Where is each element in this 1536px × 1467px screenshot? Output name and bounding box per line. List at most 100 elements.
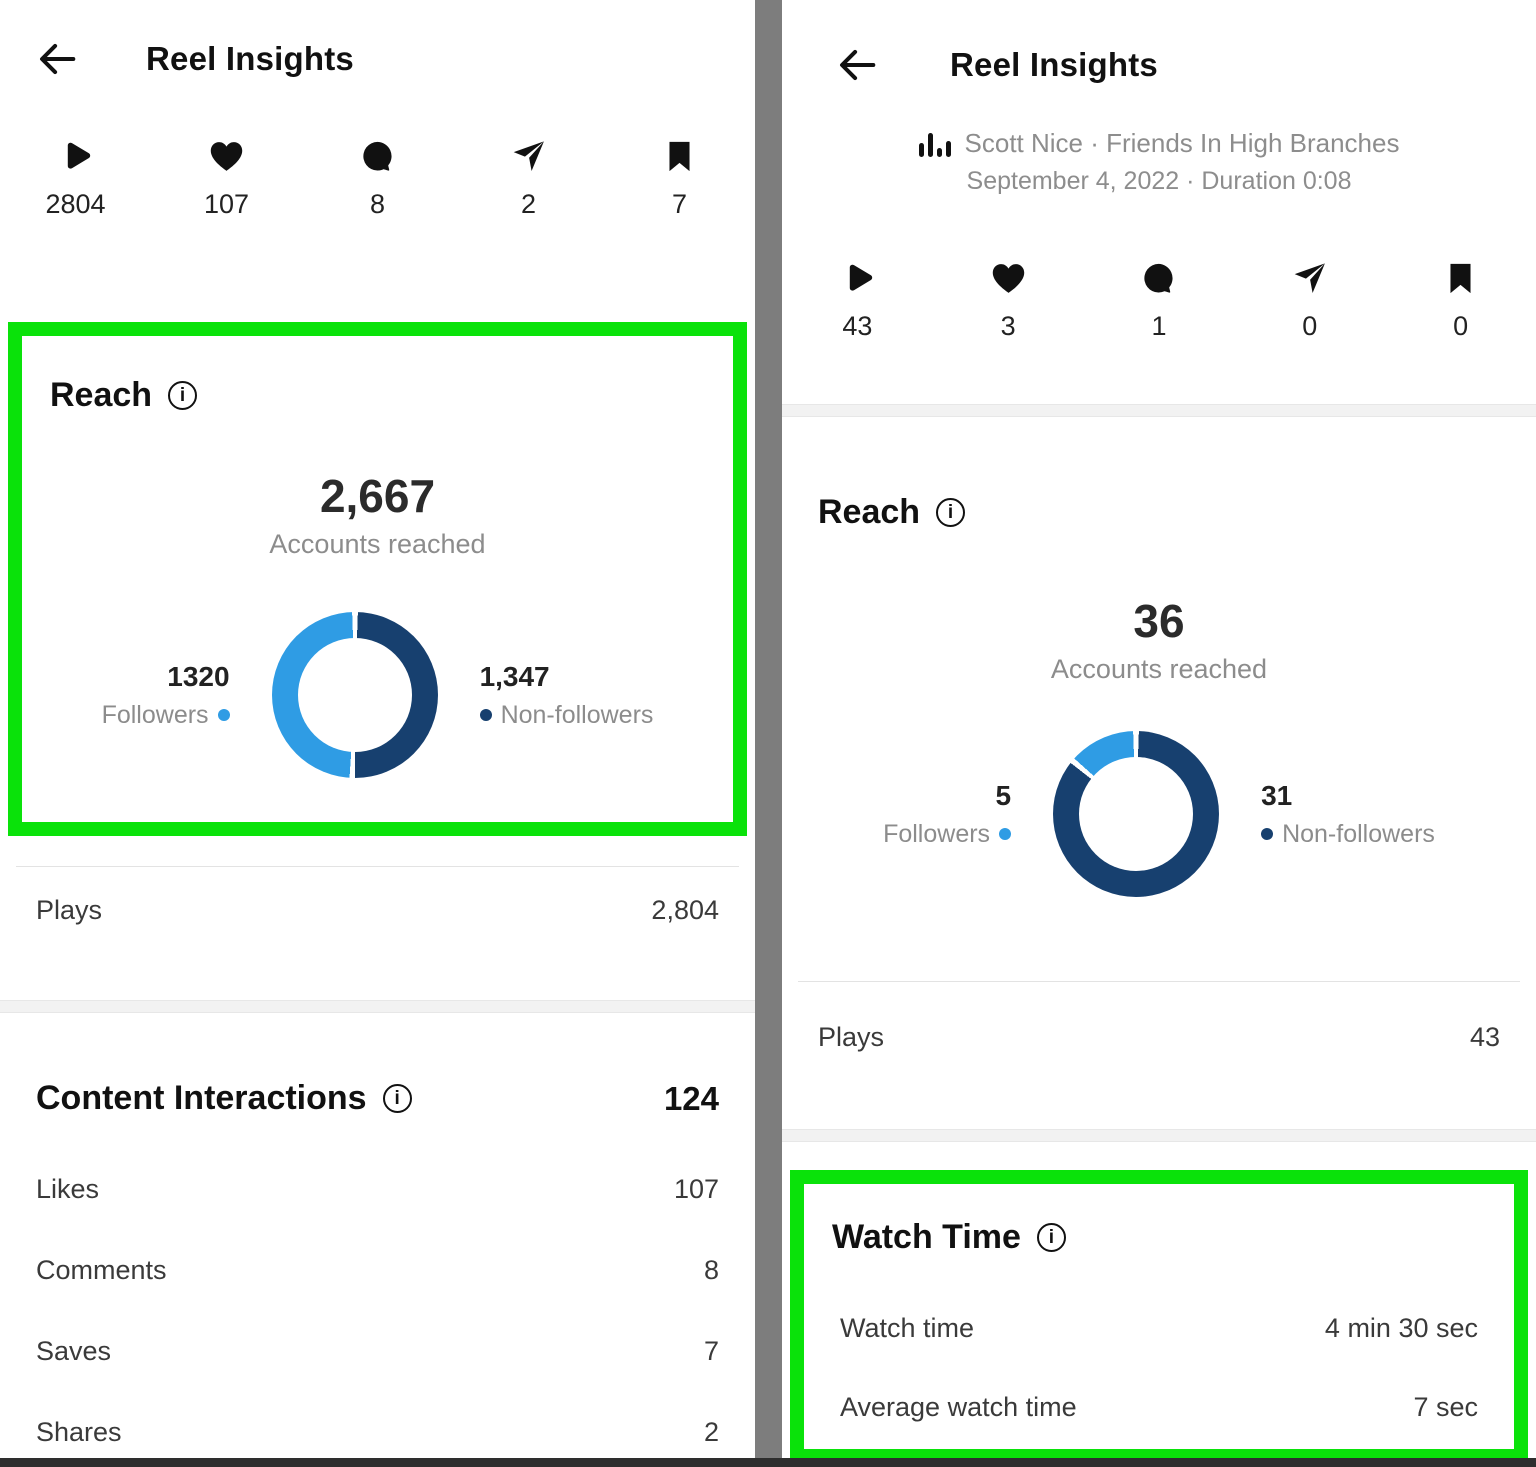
- reach-donut-chart: [271, 612, 438, 778]
- stat-shares: 2: [453, 138, 604, 220]
- highlight-box-reach: Reach 2,667 Accounts reached 1320 Follow…: [8, 322, 747, 836]
- info-icon[interactable]: [1036, 1223, 1066, 1252]
- content-interactions-total: 124: [663, 1079, 719, 1117]
- back-icon[interactable]: [834, 42, 884, 88]
- non-followers-dot-icon: [479, 709, 492, 721]
- stat-value: 2: [520, 189, 537, 219]
- comment-icon: [1140, 260, 1177, 302]
- accounts-reached-label: Accounts reached: [1050, 654, 1268, 684]
- saves-row: Saves 7: [0, 1336, 755, 1367]
- content-interactions-rows: Likes 107 Comments 8 Saves 7 Shares 2: [0, 1174, 755, 1448]
- likes-label: Likes: [36, 1174, 100, 1204]
- followers-dot-icon: [217, 709, 230, 721]
- average-watch-time-value: 7 sec: [1413, 1392, 1478, 1422]
- stat-value: 1: [1151, 311, 1167, 341]
- stat-comments: 1: [1084, 260, 1235, 342]
- info-icon[interactable]: [168, 381, 198, 410]
- followers-dot-icon: [999, 828, 1012, 840]
- followers-value: 5: [995, 779, 1012, 811]
- header: Reel Insights: [0, 0, 755, 82]
- donut-hole: [297, 638, 412, 752]
- shares-value: 2: [703, 1417, 719, 1447]
- stats-row: 43 3 1 0 0: [782, 260, 1536, 342]
- stat-shares: 0: [1234, 260, 1385, 342]
- followers-legend: 5 Followers: [883, 779, 1012, 849]
- stat-value: 3: [1000, 311, 1016, 341]
- divider-line: [16, 866, 739, 867]
- reel-insights-panel-right: Reel Insights Scott Nice · Friends In Hi…: [782, 0, 1536, 1467]
- panel-divider: [755, 0, 782, 1467]
- share-icon: [1291, 260, 1328, 302]
- non-followers-label: Non-followers: [1282, 819, 1435, 848]
- non-followers-label: Non-followers: [500, 700, 654, 729]
- info-icon[interactable]: [936, 498, 966, 527]
- reach-donut-row: 1320 Followers 1,347 Non-followers: [50, 612, 705, 778]
- stat-value: 2804: [45, 189, 106, 219]
- followers-label: Followers: [883, 819, 991, 848]
- audio-line[interactable]: Scott Nice · Friends In High Branches: [782, 128, 1536, 159]
- play-icon: [839, 260, 876, 302]
- stat-value: 0: [1453, 311, 1469, 341]
- content-interactions-title: Content Interactions: [36, 1079, 367, 1117]
- audio-title: Scott Nice · Friends In High Branches: [964, 128, 1400, 158]
- followers-label: Followers: [101, 700, 209, 729]
- stat-saves: 7: [604, 138, 755, 220]
- non-followers-legend: 31 Non-followers: [1261, 780, 1435, 849]
- play-icon: [57, 138, 94, 180]
- back-icon[interactable]: [34, 36, 84, 82]
- divider-line: [798, 981, 1520, 982]
- accounts-reached-value: 2,667: [319, 470, 436, 522]
- reel-insights-panel-left: Reel Insights 2804 107 8 2 7: [0, 0, 755, 1467]
- plays-value: 2,804: [651, 895, 719, 925]
- accounts-reached-value: 36: [1133, 595, 1185, 647]
- reach-section-header: Reach: [50, 376, 705, 415]
- watch-time-value: 4 min 30 sec: [1324, 1313, 1478, 1343]
- followers-value: 1320: [167, 660, 230, 692]
- page-title: Reel Insights: [950, 46, 1158, 83]
- non-followers-legend: 1,347 Non-followers: [479, 660, 654, 730]
- stat-comments: 8: [302, 138, 453, 220]
- comments-row: Comments 8: [0, 1255, 755, 1286]
- reach-donut-chart: [1053, 731, 1220, 897]
- content-interactions-header: Content Interactions 124: [0, 1079, 755, 1118]
- stat-plays: 2804: [0, 138, 151, 220]
- stat-plays: 43: [782, 260, 933, 342]
- plays-row: Plays 43: [782, 1022, 1536, 1053]
- stat-value: 107: [203, 189, 250, 219]
- donut-hole: [1079, 757, 1194, 871]
- audio-waveform-icon: [918, 131, 951, 157]
- plays-value: 43: [1469, 1022, 1500, 1052]
- watch-time-title: Watch Time: [832, 1218, 1021, 1256]
- plays-row: Plays 2,804: [0, 895, 755, 926]
- plays-label: Plays: [818, 1022, 885, 1052]
- average-watch-time-row: Average watch time 7 sec: [832, 1392, 1486, 1423]
- saves-value: 7: [703, 1336, 719, 1366]
- likes-row: Likes 107: [0, 1174, 755, 1205]
- highlight-box-watch-time: Watch Time Watch time 4 min 30 sec Avera…: [790, 1170, 1528, 1463]
- heart-icon: [208, 138, 245, 180]
- accounts-reached-label: Accounts reached: [269, 529, 486, 559]
- non-followers-value: 1,347: [479, 660, 550, 692]
- shares-label: Shares: [36, 1417, 122, 1447]
- heart-icon: [990, 260, 1027, 302]
- plays-label: Plays: [36, 895, 103, 925]
- stat-value: 0: [1302, 311, 1318, 341]
- section-divider-band: [782, 404, 1536, 417]
- stat-value: 8: [369, 189, 386, 219]
- stat-saves: 0: [1385, 260, 1536, 342]
- header: Reel Insights: [782, 0, 1536, 88]
- reach-donut-row: 5 Followers 31 Non-followers: [782, 731, 1536, 897]
- average-watch-time-label: Average watch time: [840, 1392, 1077, 1422]
- stats-row: 2804 107 8 2 7: [0, 138, 755, 220]
- page-title: Reel Insights: [146, 40, 354, 77]
- comment-icon: [359, 138, 396, 180]
- reach-section-header: Reach: [818, 493, 1500, 532]
- saves-label: Saves: [36, 1336, 112, 1366]
- stat-likes: 107: [151, 138, 302, 220]
- followers-legend: 1320 Followers: [102, 661, 230, 730]
- save-icon: [1442, 260, 1479, 302]
- reach-title: Reach: [50, 376, 153, 414]
- info-icon[interactable]: [382, 1084, 412, 1113]
- watch-time-header: Watch Time: [832, 1218, 1486, 1257]
